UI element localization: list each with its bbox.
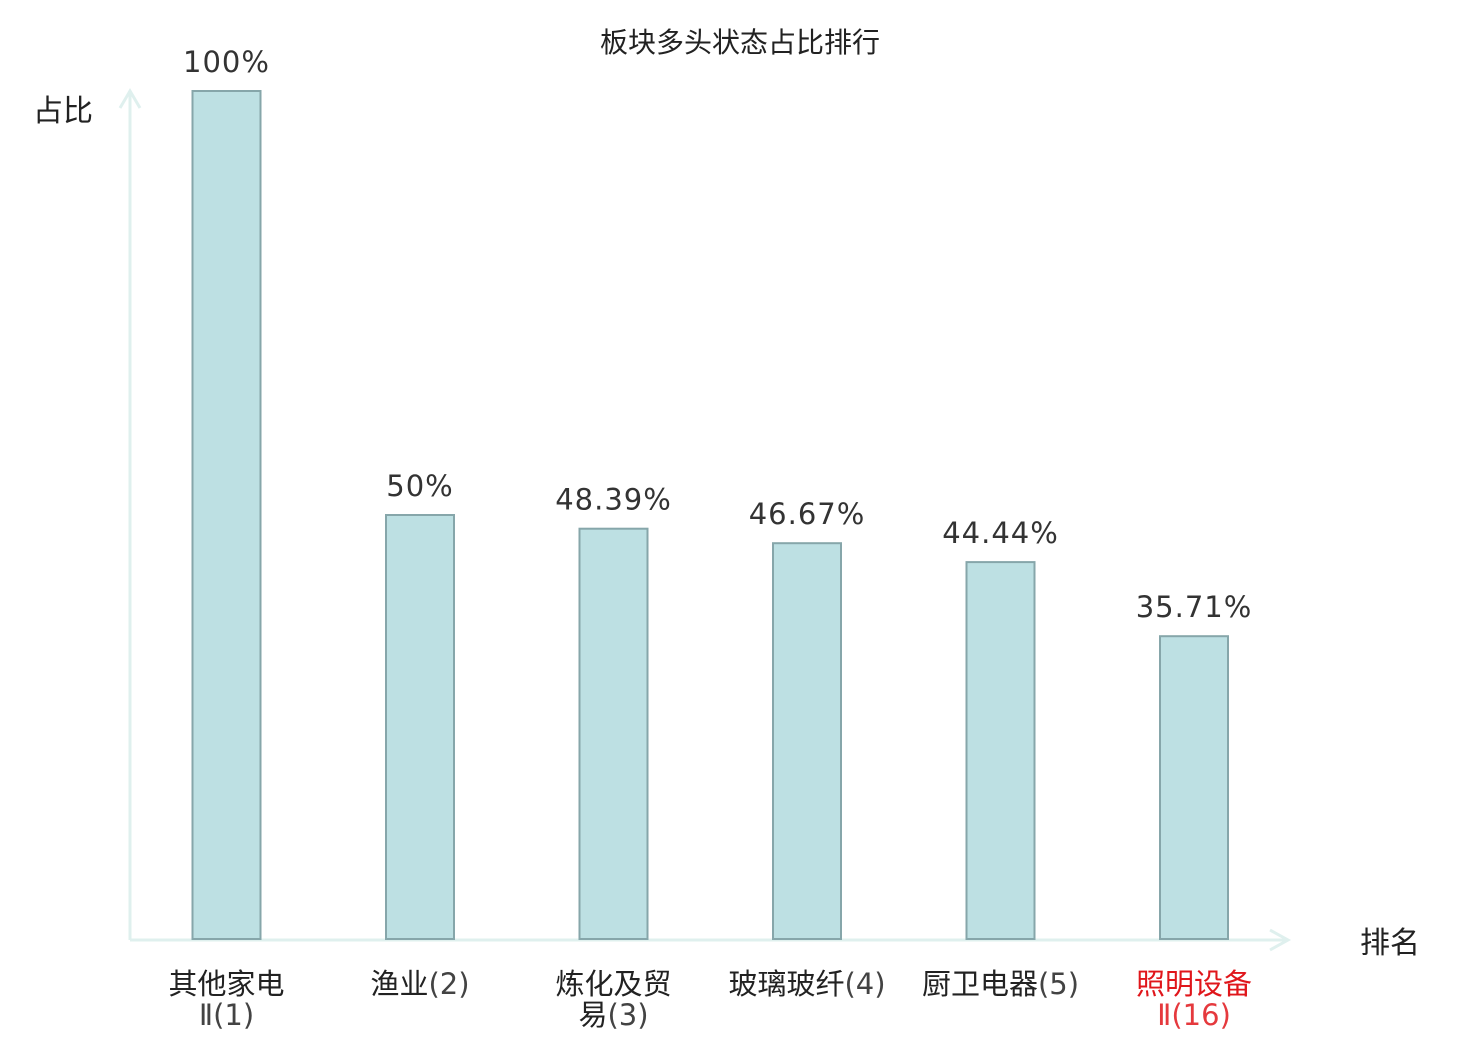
category-label-1: 其他家电 Ⅱ(1)	[168, 967, 284, 1032]
value-labels-group: 100% 50% 48.39% 46.67% 44.44% 35.71%	[183, 45, 1253, 624]
category-labels-group: 其他家电 Ⅱ(1) 渔业(2) 炼化及贸易(3) 玻璃玻纤(4) 厨卫电器(5) 照明设备 Ⅱ…	[168, 967, 1252, 1032]
value-label-4: 46.67%	[749, 497, 866, 531]
y-axis-label: 占比	[33, 94, 93, 129]
bar-1	[191, 90, 262, 940]
chart-title: 板块多头状态占比排行	[600, 26, 880, 59]
x-axis-arrow-icon	[1269, 928, 1292, 952]
x-axis-label: 排名	[1360, 926, 1420, 961]
value-label-1: 100%	[183, 45, 270, 79]
category-label-4: 玻璃玻纤(4)	[728, 967, 885, 1001]
category-label-5: 厨卫电器(5)	[922, 967, 1079, 1001]
axes-group	[118, 88, 1292, 952]
bars-group	[191, 90, 1229, 940]
bar-5	[965, 561, 1036, 940]
bar-4	[772, 542, 842, 940]
y-axis-arrow-icon	[118, 88, 142, 109]
category-label-6: 照明设备 Ⅱ(16)	[1136, 967, 1252, 1032]
bar-3	[578, 527, 649, 940]
category-label-2: 渔业(2)	[370, 967, 469, 1001]
bar-2	[385, 514, 455, 940]
value-label-6: 35.71%	[1136, 590, 1253, 624]
value-label-5: 44.44%	[942, 516, 1059, 550]
bar-6	[1159, 635, 1229, 940]
value-label-3: 48.39%	[555, 483, 672, 517]
category-label-3: 炼化及贸易(3)	[555, 967, 671, 1032]
value-label-2: 50%	[386, 469, 453, 503]
